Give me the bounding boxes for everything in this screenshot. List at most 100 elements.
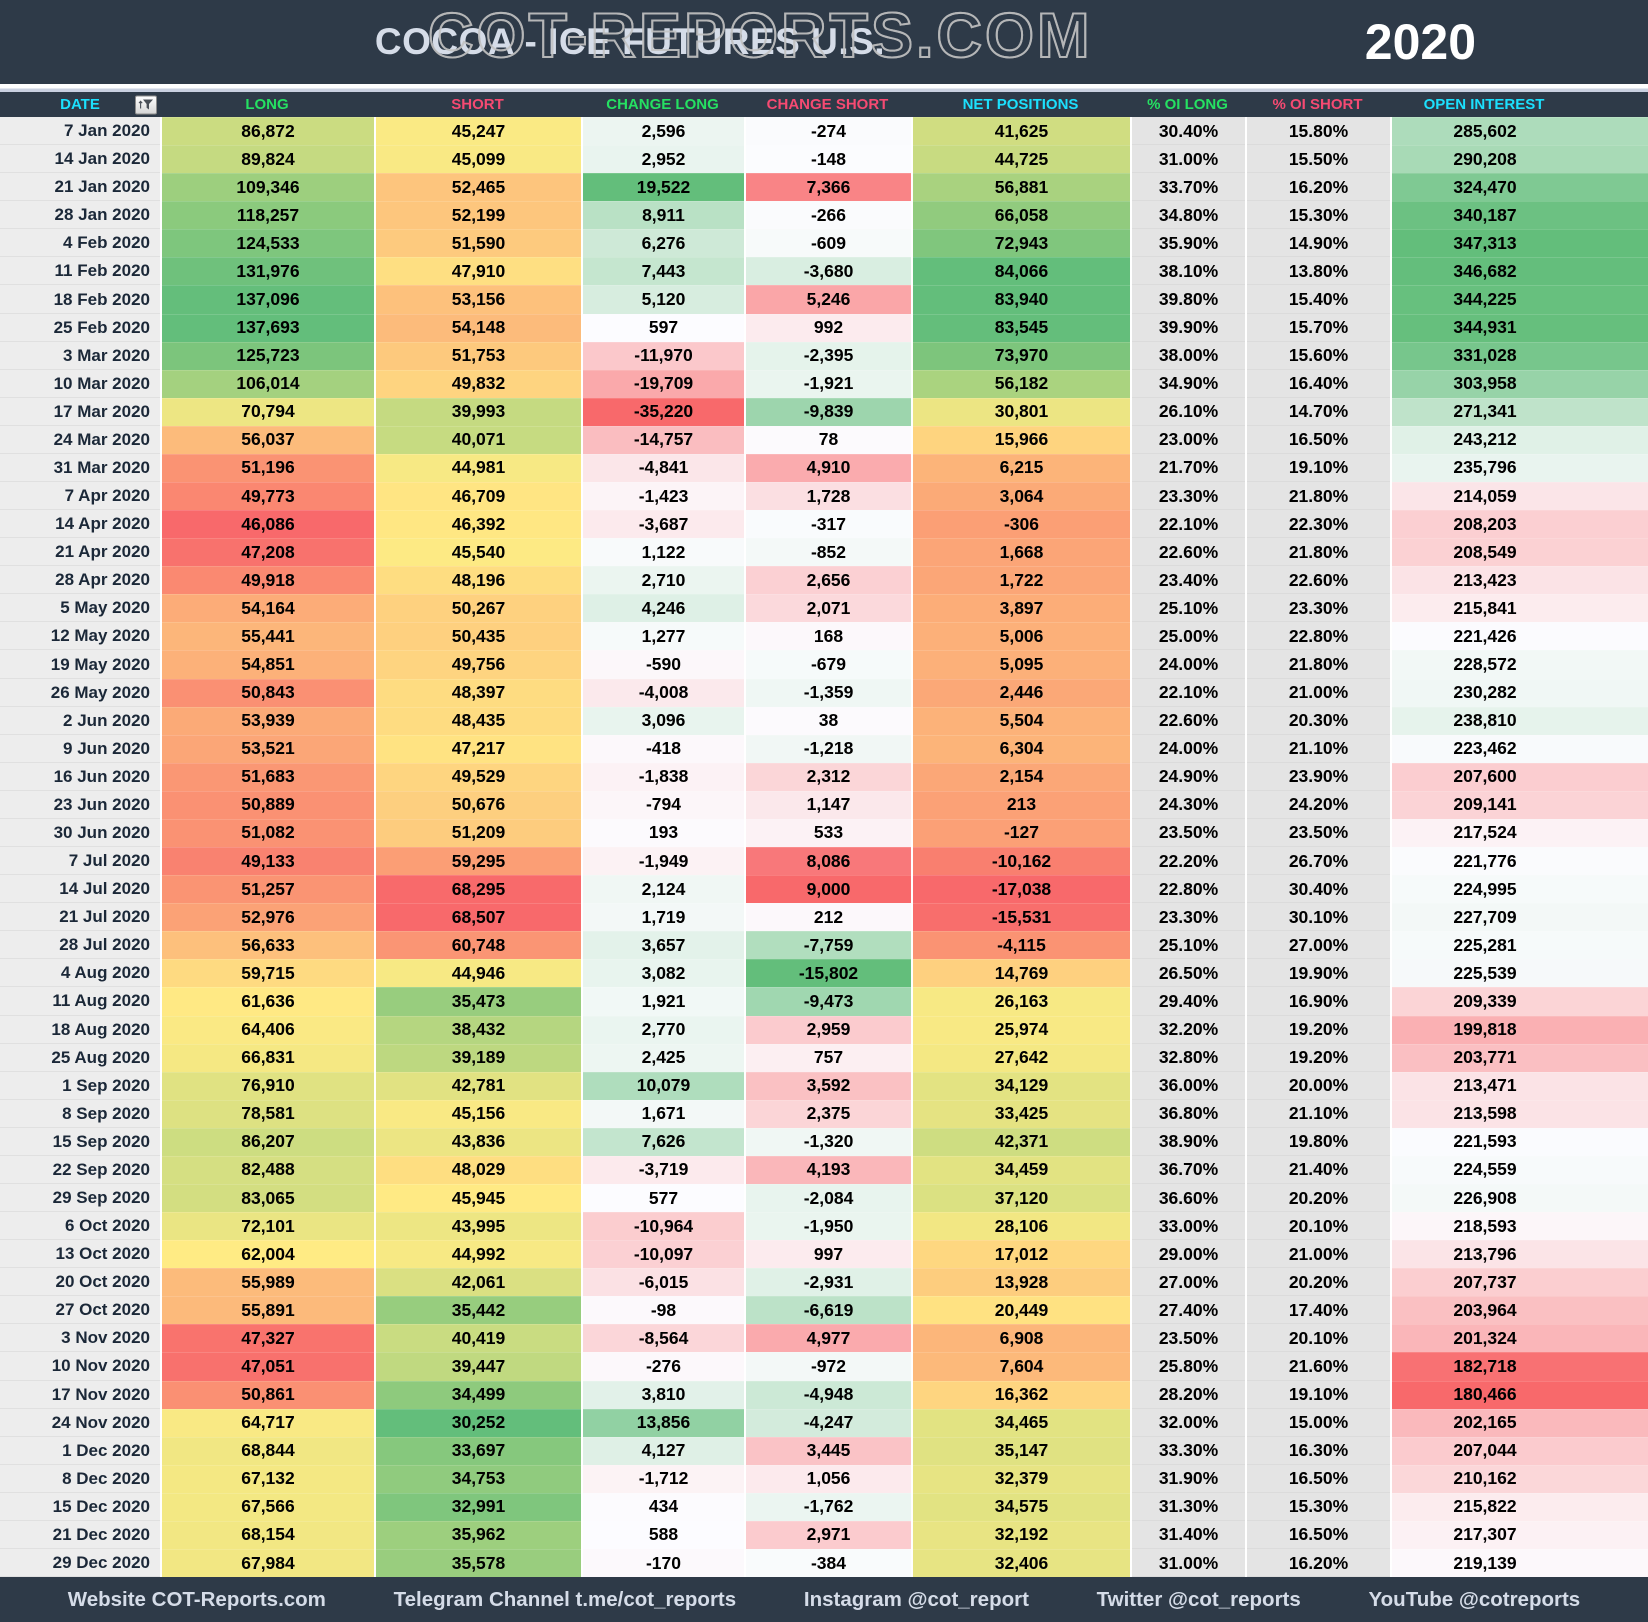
cell-oi-short[interactable]: 14.70% — [1245, 397, 1390, 426]
cell-change-short[interactable]: -1,218 — [744, 734, 911, 763]
cell-short[interactable]: 39,993 — [374, 397, 581, 426]
cell-short[interactable]: 35,578 — [374, 1548, 581, 1578]
cell-net-positions[interactable]: 34,465 — [911, 1408, 1130, 1437]
cell-net-positions[interactable]: -4,115 — [911, 931, 1130, 960]
cell-change-short[interactable]: 5,246 — [744, 285, 911, 314]
cell-net-positions[interactable]: 3,064 — [911, 482, 1130, 511]
cell-open-interest[interactable]: 235,796 — [1390, 453, 1648, 483]
cell-date[interactable]: 31 Mar 2020 — [0, 453, 160, 483]
cell-long[interactable]: 64,406 — [160, 1015, 374, 1044]
cell-change-short[interactable]: -2,931 — [744, 1268, 911, 1297]
cell-open-interest[interactable]: 271,341 — [1390, 397, 1648, 426]
cell-long[interactable]: 86,207 — [160, 1127, 374, 1156]
cell-oi-long[interactable]: 30.40% — [1130, 117, 1245, 146]
cell-oi-short[interactable]: 19.10% — [1245, 453, 1390, 483]
filter-icon[interactable] — [135, 95, 157, 114]
cell-oi-long[interactable]: 32.00% — [1130, 1408, 1245, 1437]
footer-website-link[interactable]: Website COT-Reports.com — [67, 1587, 326, 1611]
column-header-change-long[interactable]: CHANGE LONG — [581, 92, 744, 117]
cell-change-long[interactable]: 434 — [581, 1492, 744, 1521]
column-header-long[interactable]: LONG — [160, 92, 374, 117]
cell-long[interactable]: 118,257 — [160, 201, 374, 230]
cell-open-interest[interactable]: 238,810 — [1390, 706, 1648, 735]
cell-date[interactable]: 1 Dec 2020 — [0, 1436, 160, 1465]
cell-short[interactable]: 46,709 — [374, 482, 581, 511]
cell-open-interest[interactable]: 208,549 — [1390, 538, 1648, 567]
cell-date[interactable]: 21 Jul 2020 — [0, 903, 160, 932]
cell-open-interest[interactable]: 331,028 — [1390, 341, 1648, 370]
cell-change-short[interactable]: 2,375 — [744, 1099, 911, 1128]
cell-change-long[interactable]: 3,082 — [581, 959, 744, 988]
cell-short[interactable]: 43,836 — [374, 1127, 581, 1156]
cell-change-short[interactable]: 3,445 — [744, 1436, 911, 1465]
cell-date[interactable]: 17 Mar 2020 — [0, 397, 160, 426]
cell-short[interactable]: 35,962 — [374, 1520, 581, 1549]
cell-short[interactable]: 52,199 — [374, 201, 581, 230]
cell-net-positions[interactable]: 32,192 — [911, 1520, 1130, 1549]
cell-oi-short[interactable]: 15.80% — [1245, 117, 1390, 146]
cell-short[interactable]: 43,995 — [374, 1212, 581, 1241]
cell-change-long[interactable]: 19,522 — [581, 173, 744, 202]
cell-long[interactable]: 51,257 — [160, 875, 374, 904]
cell-oi-long[interactable]: 24.00% — [1130, 650, 1245, 679]
cell-net-positions[interactable]: 66,058 — [911, 201, 1130, 230]
cell-date[interactable]: 28 Apr 2020 — [0, 566, 160, 595]
cell-change-long[interactable]: 10,079 — [581, 1071, 744, 1100]
cell-open-interest[interactable]: 199,818 — [1390, 1015, 1648, 1044]
cell-oi-short[interactable]: 21.60% — [1245, 1352, 1390, 1381]
cell-date[interactable]: 7 Jan 2020 — [0, 117, 160, 146]
cell-change-long[interactable]: -10,964 — [581, 1212, 744, 1241]
cell-date[interactable]: 17 Nov 2020 — [0, 1380, 160, 1409]
cell-oi-long[interactable]: 38.00% — [1130, 341, 1245, 370]
cell-change-long[interactable]: 2,952 — [581, 145, 744, 174]
cell-net-positions[interactable]: 34,129 — [911, 1071, 1130, 1100]
cell-change-short[interactable]: -3,680 — [744, 257, 911, 286]
cell-date[interactable]: 25 Feb 2020 — [0, 313, 160, 342]
cell-open-interest[interactable]: 219,139 — [1390, 1548, 1648, 1578]
cell-change-short[interactable]: -7,759 — [744, 931, 911, 960]
cell-change-long[interactable]: 1,921 — [581, 987, 744, 1016]
cell-net-positions[interactable]: 25,974 — [911, 1015, 1130, 1044]
cell-date[interactable]: 11 Aug 2020 — [0, 987, 160, 1016]
cell-long[interactable]: 64,717 — [160, 1408, 374, 1437]
cell-long[interactable]: 66,831 — [160, 1043, 374, 1072]
cell-short[interactable]: 38,432 — [374, 1015, 581, 1044]
cell-change-long[interactable]: -794 — [581, 790, 744, 819]
cell-oi-long[interactable]: 22.80% — [1130, 875, 1245, 904]
cell-net-positions[interactable]: 6,908 — [911, 1324, 1130, 1353]
cell-oi-short[interactable]: 19.20% — [1245, 1015, 1390, 1044]
cell-change-long[interactable]: -19,709 — [581, 369, 744, 398]
cell-change-long[interactable]: 597 — [581, 313, 744, 342]
cell-change-short[interactable]: 168 — [744, 622, 911, 651]
cell-open-interest[interactable]: 218,593 — [1390, 1212, 1648, 1241]
cell-change-short[interactable]: 1,056 — [744, 1464, 911, 1493]
cell-oi-short[interactable]: 20.10% — [1245, 1212, 1390, 1241]
cell-open-interest[interactable]: 203,771 — [1390, 1043, 1648, 1072]
cell-change-long[interactable]: 7,626 — [581, 1127, 744, 1156]
cell-date[interactable]: 3 Mar 2020 — [0, 341, 160, 370]
cell-net-positions[interactable]: 37,120 — [911, 1183, 1130, 1213]
cell-net-positions[interactable]: 41,625 — [911, 117, 1130, 146]
cell-net-positions[interactable]: 213 — [911, 790, 1130, 819]
cell-short[interactable]: 68,295 — [374, 875, 581, 904]
cell-oi-long[interactable]: 29.00% — [1130, 1240, 1245, 1269]
cell-change-short[interactable]: 2,971 — [744, 1520, 911, 1549]
cell-date[interactable]: 21 Apr 2020 — [0, 538, 160, 567]
cell-change-short[interactable]: 757 — [744, 1043, 911, 1072]
cell-change-long[interactable]: 2,596 — [581, 117, 744, 146]
cell-change-short[interactable]: 212 — [744, 903, 911, 932]
cell-change-long[interactable]: -14,757 — [581, 425, 744, 454]
cell-change-long[interactable]: -1,423 — [581, 482, 744, 511]
cell-net-positions[interactable]: 28,106 — [911, 1212, 1130, 1241]
cell-change-short[interactable]: 3,592 — [744, 1071, 911, 1100]
cell-change-long[interactable]: 1,122 — [581, 538, 744, 567]
cell-change-long[interactable]: 13,856 — [581, 1408, 744, 1437]
cell-oi-long[interactable]: 36.80% — [1130, 1099, 1245, 1128]
cell-oi-short[interactable]: 13.80% — [1245, 257, 1390, 286]
cell-change-short[interactable]: 2,959 — [744, 1015, 911, 1044]
cell-open-interest[interactable]: 224,995 — [1390, 875, 1648, 904]
cell-oi-short[interactable]: 22.30% — [1245, 510, 1390, 539]
cell-oi-short[interactable]: 21.00% — [1245, 1240, 1390, 1269]
cell-date[interactable]: 12 May 2020 — [0, 622, 160, 651]
cell-open-interest[interactable]: 226,908 — [1390, 1183, 1648, 1213]
